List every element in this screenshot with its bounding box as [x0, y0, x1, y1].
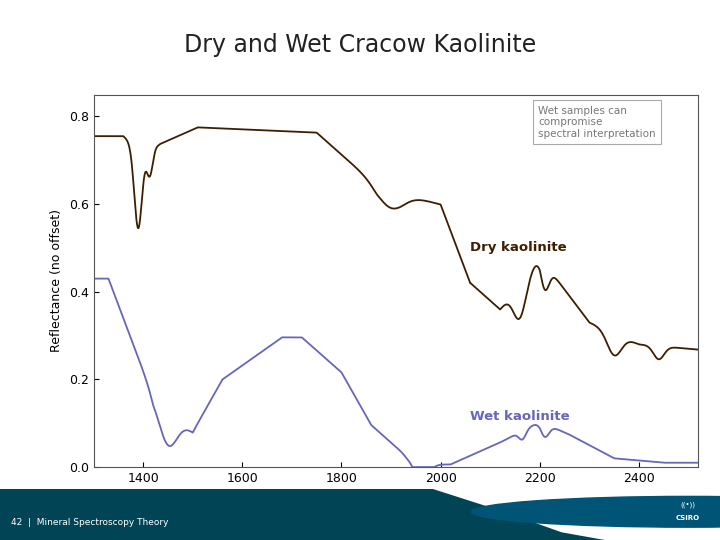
Text: CSIRO: CSIRO — [675, 516, 700, 522]
Text: ((•)): ((•)) — [680, 502, 695, 508]
Text: 42  |  Mineral Spectroscopy Theory: 42 | Mineral Spectroscopy Theory — [11, 517, 168, 526]
X-axis label: Wavelength in nm: Wavelength in nm — [333, 490, 459, 504]
Y-axis label: Reflectance (no offset): Reflectance (no offset) — [50, 210, 63, 352]
Text: Dry kaolinite: Dry kaolinite — [470, 241, 567, 254]
Text: Wet samples can
compromise
spectral interpretation: Wet samples can compromise spectral inte… — [538, 106, 656, 139]
Circle shape — [472, 496, 720, 527]
Polygon shape — [432, 489, 720, 540]
Text: Wet kaolinite: Wet kaolinite — [470, 410, 570, 423]
Polygon shape — [0, 489, 720, 540]
Text: Dry and Wet Cracow Kaolinite: Dry and Wet Cracow Kaolinite — [184, 33, 536, 57]
